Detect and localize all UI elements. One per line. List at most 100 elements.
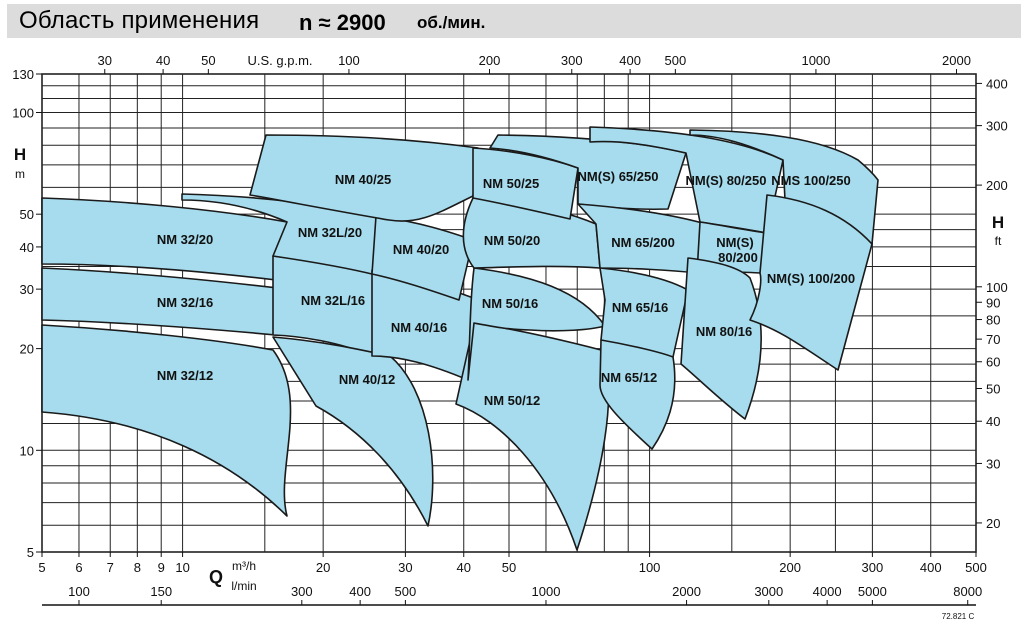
region-nm-50-16 (467, 267, 606, 381)
region-label: NM 32/12 (157, 368, 213, 383)
reference-code: 72.821 C (942, 612, 975, 621)
y-tick-label: 40 (20, 240, 34, 255)
y2-tick-label: 20 (986, 516, 1000, 531)
x-tick-label: 30 (398, 560, 412, 575)
region-nm-50-25 (472, 147, 579, 220)
speed-value: n ≈ 2900 (299, 10, 386, 35)
x-axis-label: Q (209, 567, 223, 587)
y-tick-label: 10 (20, 443, 34, 458)
region-label: NM 32L/20 (298, 225, 362, 240)
y-tick-label: 130 (12, 67, 34, 82)
gpm-tick-label: 1000 (801, 53, 830, 68)
region-label: NM 65/12 (601, 370, 657, 385)
lmin-tick-label: 300 (291, 584, 313, 599)
region-label: NM 40/16 (391, 320, 447, 335)
x-tick-label: 40 (457, 560, 471, 575)
gpm-tick-label: 200 (479, 53, 501, 68)
region-nm-32-12 (41, 324, 292, 517)
y2-axis-unit: ft (995, 234, 1002, 248)
region-label: NM 32/20 (157, 232, 213, 247)
region-label: NM 40/20 (393, 242, 449, 257)
x-tick-label: 8 (134, 560, 141, 575)
y2-tick-label: 400 (986, 76, 1008, 91)
x-tick-label: 500 (965, 560, 987, 575)
x-axis-unit-lmin: l/min (231, 579, 256, 593)
region-label: NM 50/20 (484, 233, 540, 248)
region-label: NM 50/25 (483, 176, 539, 191)
region-nm-65-12 (599, 339, 676, 450)
region-label: NM 65/16 (612, 300, 668, 315)
y-tick-label: 100 (12, 105, 34, 120)
chart-title: Область применения (19, 7, 260, 34)
gpm-tick-label: 50 (201, 53, 215, 68)
y2-tick-label: 90 (986, 295, 1000, 310)
y-axis-unit: m (15, 167, 25, 181)
lmin-tick-label: 100 (68, 584, 90, 599)
region-nm-s-100-200 (749, 194, 873, 371)
region-label: NM 80/16 (696, 324, 752, 339)
region-label: NM 32L/16 (301, 293, 365, 308)
y-tick-label: 20 (20, 342, 34, 357)
x-tick-label: 100 (639, 560, 661, 575)
y2-axis-label: H (992, 213, 1004, 232)
lmin-tick-label: 500 (395, 584, 417, 599)
region-label: NM 32/16 (157, 295, 213, 310)
region-label: NM 40/12 (339, 372, 395, 387)
region-label: NM 40/25 (335, 172, 391, 187)
region-label: NMS 100/250 (771, 173, 851, 188)
region-label: NM(S) (716, 235, 754, 250)
lmin-tick-label: 4000 (813, 584, 842, 599)
y-axis-label: H (14, 145, 26, 164)
region-label: NM 50/16 (482, 296, 538, 311)
region-label: NM 65/200 (611, 235, 675, 250)
y-tick-label: 5 (27, 545, 34, 560)
lmin-tick-label: 8000 (953, 584, 982, 599)
lmin-tick-label: 5000 (858, 584, 887, 599)
x-tick-label: 20 (316, 560, 330, 575)
gpm-tick-label: 30 (98, 53, 112, 68)
region-nm-80-16 (680, 257, 762, 420)
x-tick-label: 5 (38, 560, 45, 575)
y2-tick-label: 100 (986, 280, 1008, 295)
y2-tick-label: 50 (986, 381, 1000, 396)
y-tick-label: 50 (20, 207, 34, 222)
x-tick-label: 7 (107, 560, 114, 575)
x-axis-unit-m3h: m³/h (232, 559, 256, 573)
lmin-tick-label: 1000 (532, 584, 561, 599)
x-tick-label: 50 (502, 560, 516, 575)
speed-unit: об./мин. (417, 13, 486, 32)
x-tick-label: 200 (779, 560, 801, 575)
region-label: NM(S) 80/250 (686, 173, 767, 188)
x-tick-label: 300 (862, 560, 884, 575)
y2-tick-label: 30 (986, 456, 1000, 471)
y2-tick-label: 60 (986, 355, 1000, 370)
region-label: 80/200 (718, 250, 758, 265)
gpm-tick-label: 400 (619, 53, 641, 68)
region-label: NM 50/12 (484, 393, 540, 408)
title-bar: Область применения n ≈ 2900 об./мин. (7, 4, 1021, 38)
region-nm-50-12 (455, 322, 610, 551)
lmin-tick-label: 150 (150, 584, 172, 599)
region-label: NM(S) 65/250 (578, 169, 659, 184)
x-tick-label: 400 (920, 560, 942, 575)
x-tick-label: 10 (175, 560, 189, 575)
gpm-tick-label: 2000 (942, 53, 971, 68)
lmin-tick-label: 400 (349, 584, 371, 599)
gpm-tick-label: 100 (338, 53, 360, 68)
lmin-tick-label: 3000 (754, 584, 783, 599)
gpm-tick-label: 40 (156, 53, 170, 68)
region-label: NM(S) 100/200 (767, 271, 855, 286)
gpm-tick-label: 500 (665, 53, 687, 68)
y2-tick-label: 70 (986, 332, 1000, 347)
y2-tick-label: 200 (986, 178, 1008, 193)
region-nm-40-20 (371, 215, 474, 301)
region-nm-40-12 (272, 336, 434, 527)
x-tick-label: 9 (158, 560, 165, 575)
y-tick-label: 30 (20, 282, 34, 297)
y2-tick-label: 300 (986, 119, 1008, 134)
gpm-tick-label: 300 (561, 53, 583, 68)
lmin-tick-label: 2000 (672, 584, 701, 599)
y2-tick-label: 40 (986, 414, 1000, 429)
region-nm-40-25 (249, 134, 479, 222)
